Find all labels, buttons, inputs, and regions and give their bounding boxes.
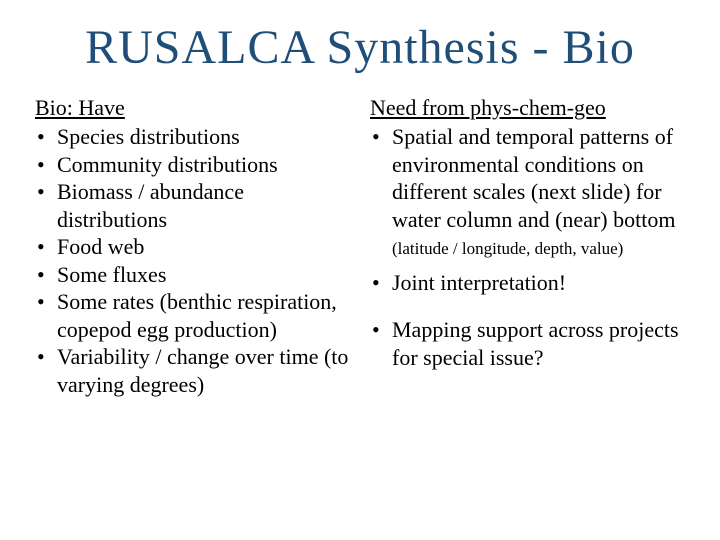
left-column: Bio: Have Species distributions Communit… (35, 95, 350, 398)
list-item: Mapping support across projects for spec… (370, 316, 685, 371)
list-item: Community distributions (35, 151, 350, 179)
right-list: Spatial and temporal patterns of environ… (370, 123, 685, 371)
right-column: Need from phys-chem-geo Spatial and temp… (370, 95, 685, 398)
list-item: Joint interpretation! (370, 269, 685, 297)
list-item: Species distributions (35, 123, 350, 151)
list-item: Some fluxes (35, 261, 350, 289)
slide-title: RUSALCA Synthesis - Bio (35, 20, 685, 75)
left-header: Bio: Have (35, 95, 350, 121)
list-item: Food web (35, 233, 350, 261)
item-main-text: Spatial and temporal patterns of environ… (392, 124, 675, 232)
list-item: Some rates (benthic respiration, copepod… (35, 288, 350, 343)
list-item: Variability / change over time (to varyi… (35, 343, 350, 398)
item-note-text: (latitude / longitude, depth, value) (392, 239, 623, 258)
list-item: Biomass / abundance distributions (35, 178, 350, 233)
two-column-layout: Bio: Have Species distributions Communit… (35, 95, 685, 398)
left-list: Species distributions Community distribu… (35, 123, 350, 398)
right-header: Need from phys-chem-geo (370, 95, 685, 121)
list-item: Spatial and temporal patterns of environ… (370, 123, 685, 261)
